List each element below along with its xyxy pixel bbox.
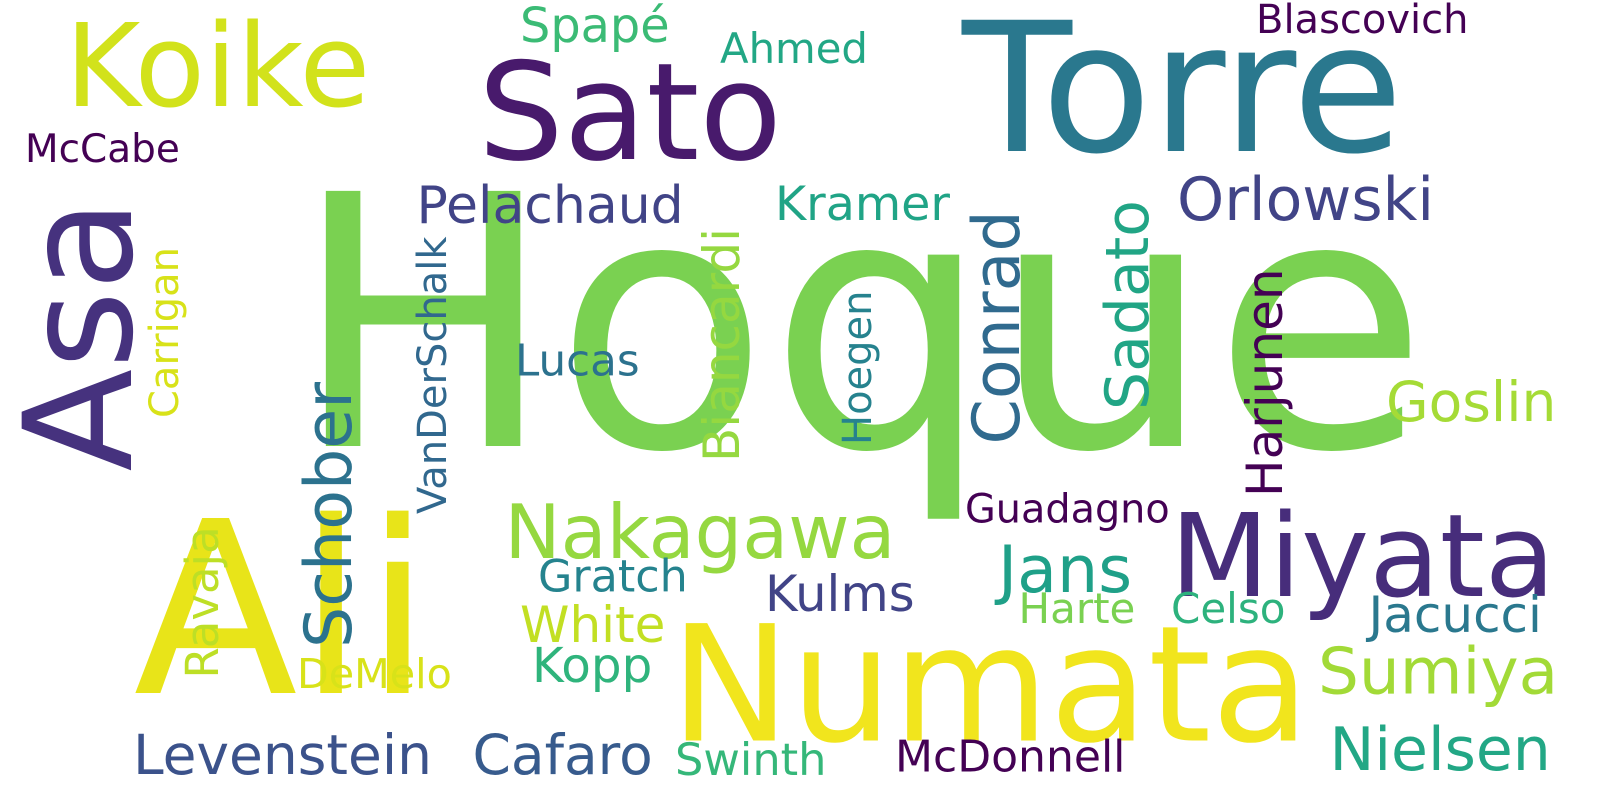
word-cafaro: Cafaro	[472, 723, 653, 787]
word-vanderschalk: VanDerSchalk	[410, 236, 456, 515]
word-numata: Numata	[670, 591, 1310, 779]
word-nielsen: Nielsen	[1329, 715, 1551, 785]
word-spape: Spapé	[520, 0, 670, 54]
word-lucas: Lucas	[515, 336, 640, 387]
word-mccabe: McCabe	[25, 127, 180, 172]
word-harte: Harte	[1018, 584, 1136, 633]
word-kulms: Kulms	[765, 565, 915, 623]
word-levenstein: Levenstein	[133, 723, 432, 787]
word-koike: Koike	[65, 0, 371, 134]
word-carrigan: Carrigan	[142, 247, 188, 418]
word-swinth: Swinth	[675, 734, 827, 786]
word-torre: Torre	[962, 0, 1404, 194]
word-asa: Asa	[0, 198, 167, 472]
word-hoegen: Hoegen	[835, 290, 881, 445]
word-orlowski: Orlowski	[1177, 165, 1435, 235]
word-ravaja: Ravaja	[176, 526, 229, 679]
word-demelo: DeMelo	[297, 650, 452, 698]
word-blascovich: Blascovich	[1256, 0, 1469, 43]
word-gratch: Gratch	[538, 551, 688, 603]
word-goslin: Goslin	[1386, 370, 1557, 434]
word-conrad: Conrad	[960, 210, 1035, 445]
word-celso: Celso	[1171, 584, 1286, 633]
word-kramer: Kramer	[775, 177, 950, 232]
word-ahmed: Ahmed	[720, 24, 868, 73]
word-sato: Sato	[478, 34, 782, 191]
word-sadato: Sadato	[1093, 200, 1163, 410]
word-kopp: Kopp	[532, 638, 653, 694]
word-ali: Ali	[133, 470, 432, 750]
word-nakagawa: Nakagawa	[504, 488, 896, 576]
word-jacucci: Jacucci	[1368, 586, 1542, 644]
word-mcdonnell: McDonnell	[895, 731, 1126, 783]
word-hoque: Hoque	[291, 121, 1429, 529]
word-jans: Jans	[998, 533, 1133, 608]
word-schober: Schober	[292, 382, 367, 648]
word-pelachaud: Pelachaud	[416, 176, 684, 236]
word-miyata: Miyata	[1170, 490, 1556, 624]
word-guadagno: Guadagno	[965, 486, 1170, 533]
word-sumiya: Sumiya	[1318, 634, 1559, 710]
word-biancardi: Biancardi	[693, 228, 751, 462]
word-white: White	[520, 596, 666, 654]
word-harjunen: Harjunen	[1236, 268, 1294, 497]
